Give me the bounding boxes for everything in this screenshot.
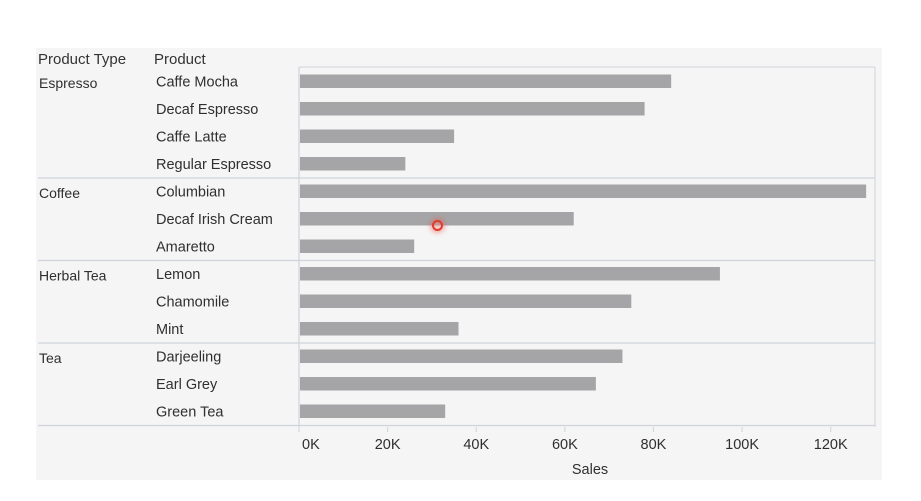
bar [300,102,645,116]
x-axis-label: Sales [572,462,608,478]
product-label: Chamomile [156,294,229,310]
bar [300,350,622,364]
product-type-label: Tea [39,350,62,366]
bar [300,130,454,144]
product-label: Decaf Irish Cream [156,212,273,228]
product-label: Columbian [156,184,225,200]
x-tick-label: 40K [463,437,489,453]
mouse-cursor-indicator [432,220,443,231]
x-tick-label: 100K [725,437,759,453]
product-type-label: Herbal Tea [39,268,107,284]
product-type-label: Coffee [39,185,80,201]
product-label: Lemon [156,267,200,283]
x-tick-label: 60K [552,437,578,453]
x-tick-label: 120K [814,437,848,453]
product-label: Regular Espresso [156,157,271,173]
product-label: Decaf Espresso [156,102,258,118]
bar [300,75,671,89]
bar [300,377,596,391]
bar [300,295,631,309]
bar [300,267,720,281]
x-tick-label: 0K [302,437,320,453]
product-label: Earl Grey [156,377,218,393]
product-type-label: Espresso [39,75,98,91]
bar [300,405,445,419]
product-label: Caffe Latte [156,129,227,145]
bar [300,157,405,171]
product-label: Mint [156,322,183,338]
product-label: Amaretto [156,239,215,255]
bar [300,240,414,254]
product-label: Caffe Mocha [156,74,239,90]
x-tick-label: 20K [375,437,401,453]
bar [300,185,866,199]
bar [300,322,459,336]
product-label: Green Tea [156,404,224,420]
product-label: Darjeeling [156,349,221,365]
x-tick-label: 80K [641,437,667,453]
